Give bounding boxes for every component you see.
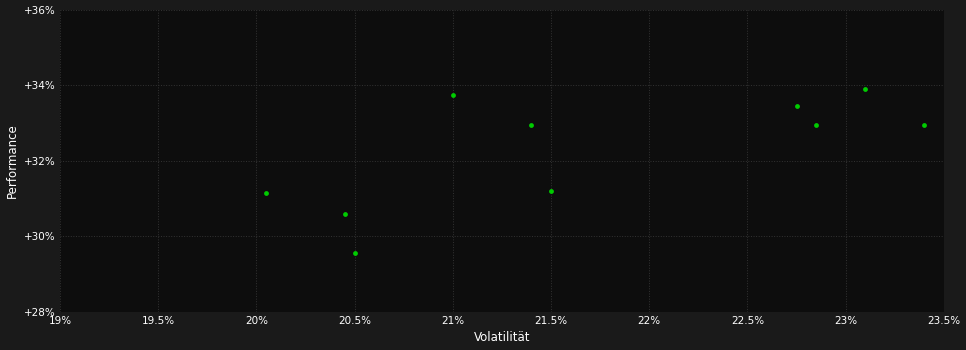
- Point: [543, 188, 558, 194]
- Point: [858, 86, 873, 92]
- Y-axis label: Performance: Performance: [6, 123, 18, 198]
- X-axis label: Volatilität: Volatilität: [473, 331, 530, 344]
- Point: [524, 122, 539, 127]
- Point: [917, 122, 932, 127]
- Point: [789, 103, 805, 108]
- Point: [445, 92, 461, 97]
- Point: [337, 211, 353, 216]
- Point: [347, 250, 362, 256]
- Point: [809, 122, 824, 127]
- Point: [259, 190, 274, 196]
